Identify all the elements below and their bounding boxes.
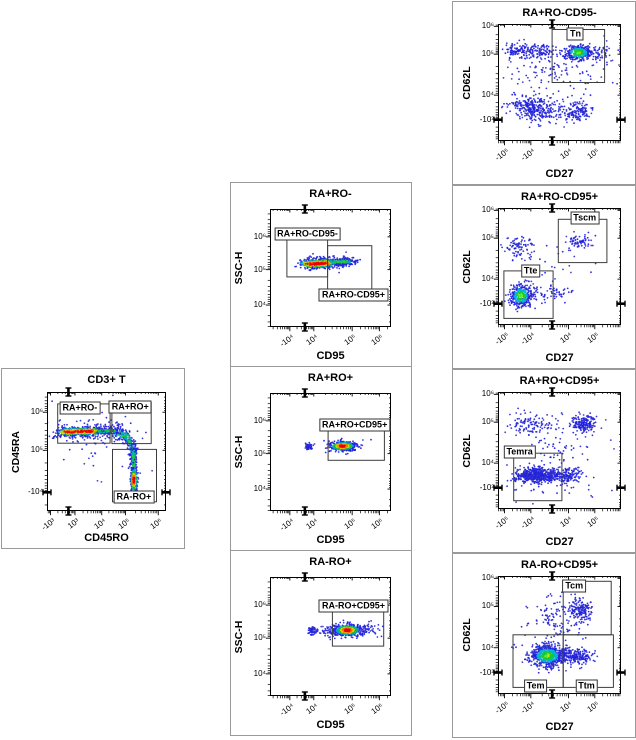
gate-label-RA+RO+: RA+RO+ <box>108 400 152 414</box>
panel-title: RA-RO+ <box>309 556 352 568</box>
scatter-canvas <box>493 203 626 330</box>
flow-panel: RA-RO+CD95+ CD62L CD27 -10⁵ -10⁴ 10⁴ 10⁵ 10⁶… <box>452 553 636 738</box>
y-tick-label: 10⁵ <box>481 233 494 243</box>
flow-panel: RA+RO+ SSC-H CD95 -10⁴ 10⁴ 10⁵ 10⁶ 10⁶ 10⁵ 10⁴… <box>230 366 412 551</box>
x-axis-label: CD27 <box>545 352 574 364</box>
panel-title: RA+RO-CD95+ <box>520 191 599 203</box>
panel-title: RA+RO+ <box>307 372 354 384</box>
y-tick-label: 10⁶ <box>481 389 494 399</box>
flow-panel: RA+RO-CD95- CD62L CD27 -10⁵ -10⁴ 10⁴ 10⁵ 10⁶… <box>452 1 636 185</box>
gate-label-Tscm: Tscm <box>570 211 600 225</box>
scatter-canvas <box>493 571 626 699</box>
gate-label-RA+RO-: RA+RO- <box>59 401 101 415</box>
y-tick-label: -10⁴ <box>28 487 43 497</box>
x-axis-label: CD95 <box>316 350 345 362</box>
gate-rect-Temra <box>513 452 563 502</box>
x-axis-label: CD27 <box>545 536 574 548</box>
x-axis-label: CD45RO <box>84 532 129 544</box>
y-tick-label: 10⁴ <box>481 274 494 284</box>
y-tick-label: -10³ <box>479 482 494 492</box>
panel-title: RA+RO-CD95- <box>522 7 597 19</box>
plot-frame <box>270 393 391 511</box>
scatter-canvas <box>42 387 171 516</box>
y-tick-label: 10⁶ <box>253 415 266 425</box>
dot-cloud <box>307 619 384 641</box>
gate-label-RA+RO+CD95+: RA+RO+CD95+ <box>319 418 391 432</box>
gate-label-RA+RO-CD95+: RA+RO-CD95+ <box>318 288 388 302</box>
y-tick-label: 10⁵ <box>30 445 43 455</box>
panel-title: CD3+ T <box>87 374 126 386</box>
dot-cloud <box>294 251 361 274</box>
gate-label-RA-RO+: RA-RO+ <box>113 490 155 504</box>
y-tick-label: 10⁵ <box>253 264 266 274</box>
y-tick-label: 10⁴ <box>481 458 494 468</box>
y-tick-label: 10⁵ <box>253 633 266 643</box>
flow-panel: RA-RO+ SSC-H CD95 -10⁴ 10⁴ 10⁵ 10⁶ 10⁶ 10⁵ 10⁴… <box>230 550 412 736</box>
panel-title: RA+RO- <box>309 188 352 200</box>
x-axis-label: CD95 <box>316 719 345 731</box>
x-axis-label: CD95 <box>316 534 345 546</box>
scatter-canvas <box>493 387 626 514</box>
y-tick-label: -10³ <box>479 114 494 124</box>
flow-panel: RA+RO-CD95+ CD62L CD27 -10⁵ -10⁴ 10⁴ 10⁵ 10⁶… <box>452 185 636 369</box>
dot-cloud <box>500 35 621 129</box>
y-tick-label: 10⁶ <box>253 231 266 241</box>
y-tick-label: 10⁴ <box>253 484 266 494</box>
y-tick-label: 10⁶ <box>253 600 266 610</box>
gate-label-Ttm: Ttm <box>575 679 598 693</box>
y-tick-label: 10⁵ <box>481 601 494 611</box>
gate-label-RA+RO-CD95-: RA+RO-CD95- <box>274 227 341 241</box>
y-tick-label: 10⁶ <box>30 407 43 417</box>
scatter-canvas <box>265 388 391 516</box>
flow-panel: CD3+ T CD45RA CD45RO -10³ 10³ 10⁴ 10⁵ 10⁶ 10⁶… <box>1 368 185 549</box>
y-tick-label: 10⁶ <box>481 21 494 31</box>
y-tick-label: 10⁶ <box>481 573 494 583</box>
y-tick-label: 10⁵ <box>481 417 494 427</box>
gate-label-Temra: Temra <box>503 445 536 459</box>
gate-rect-RA+RO-CD95- <box>286 236 329 278</box>
panel-title: RA-RO+CD95+ <box>520 559 599 571</box>
y-tick-label: -10³ <box>479 298 494 308</box>
gate-label-RA-RO+CD95+: RA-RO+CD95+ <box>318 599 388 613</box>
dot-cloud <box>47 394 154 497</box>
y-tick-label: 10⁴ <box>481 642 494 652</box>
y-tick-label: 10⁵ <box>481 49 494 59</box>
y-tick-label: 10⁴ <box>481 90 494 100</box>
gate-label-Tem: Tem <box>523 679 548 693</box>
dot-cloud <box>504 407 615 505</box>
panel-title: RA+RO+CD95+ <box>519 375 600 387</box>
dot-cloud <box>510 588 599 674</box>
y-tick-label: 10⁵ <box>253 448 266 458</box>
y-tick-label: 10⁴ <box>253 300 266 310</box>
gate-label-Tte: Tte <box>520 264 541 278</box>
dot-cloud <box>500 230 597 313</box>
plot-frame <box>47 392 166 511</box>
plot-frame <box>498 208 621 325</box>
x-axis-label: CD27 <box>545 721 574 733</box>
gate-label-Tcm: Tcm <box>562 579 587 593</box>
scatter-canvas <box>265 572 391 701</box>
gate-label-Tn: Tn <box>566 27 584 41</box>
y-tick-label: 10⁶ <box>481 205 494 215</box>
y-tick-label: 10⁴ <box>253 668 266 678</box>
scatter-canvas <box>265 204 391 332</box>
x-axis-label: CD27 <box>545 168 574 180</box>
dot-cloud <box>304 437 372 456</box>
gate-rect-RA+RO-CD95+ <box>327 245 373 291</box>
y-tick-label: -10³ <box>479 667 494 677</box>
flow-panel: RA+RO- SSC-H CD95 -10⁴ 10⁴ 10⁵ 10⁶ 10⁶ 10⁵ 10⁴… <box>230 182 412 367</box>
flow-panel: RA+RO+CD95+ CD62L CD27 -10⁵ -10⁴ 10⁴ 10⁵ 10⁶… <box>452 369 636 553</box>
